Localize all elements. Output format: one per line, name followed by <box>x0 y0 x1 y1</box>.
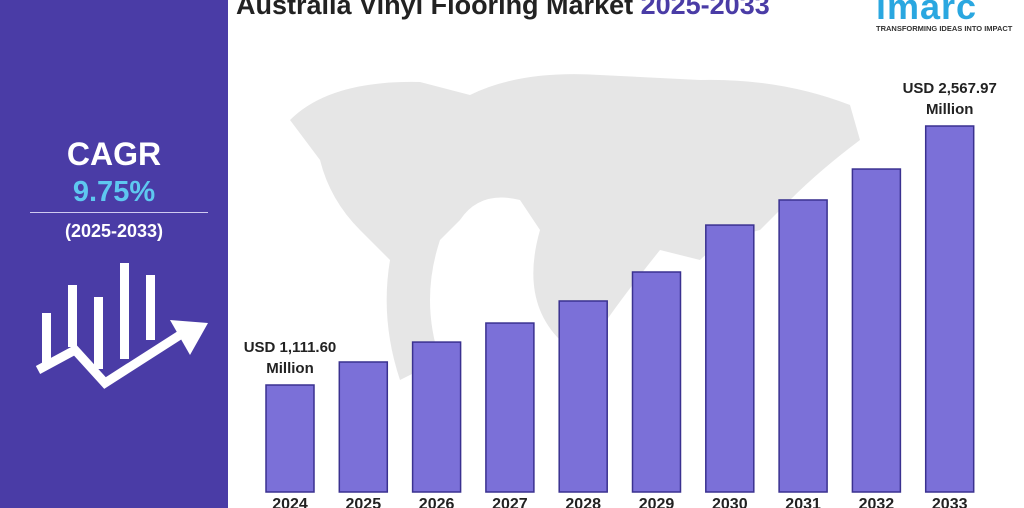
value-label: USD 2,567.97 Million <box>902 80 997 118</box>
logo-tagline: TRANSFORMING IDEAS INTO IMPACT <box>876 24 1013 33</box>
bar <box>778 199 828 493</box>
bar <box>705 224 755 493</box>
bar <box>411 341 462 493</box>
x-tick-label: 2028 <box>565 496 601 508</box>
growth-icon <box>35 263 208 389</box>
bar <box>924 125 975 493</box>
logo: imarc <box>876 0 978 27</box>
x-tick-label: 2024 <box>272 496 308 508</box>
x-tick-label: 2025 <box>346 496 382 508</box>
bar <box>631 271 682 493</box>
x-tick-label: 2027 <box>492 496 528 508</box>
cagr-label: CAGR <box>66 136 162 172</box>
bar <box>851 168 902 493</box>
x-tick-label: 2032 <box>859 496 895 508</box>
bar <box>485 322 535 493</box>
value-label: USD 1,111.60 Million <box>243 339 337 377</box>
bar <box>265 384 315 493</box>
x-tick-label: 2030 <box>712 496 748 508</box>
chart-title: Australia Vinyl Flooring Market 2025-203… <box>236 0 770 21</box>
title-text: Australia Vinyl Flooring Market <box>236 0 634 20</box>
x-tick-label: 2033 <box>932 496 968 508</box>
x-tick-label: 2026 <box>419 496 455 508</box>
title-period: 2025-2033 <box>640 0 770 20</box>
cagr-value: 9.75% <box>72 176 156 208</box>
cagr-panel: CAGR 9.75% (2025-2033) <box>0 0 228 508</box>
cagr-period: (2025-2033) <box>64 221 164 241</box>
x-tick-label: 2029 <box>639 496 675 508</box>
divider <box>30 212 208 213</box>
bar <box>558 300 608 493</box>
bar <box>338 361 389 493</box>
x-tick-label: 2031 <box>785 496 821 508</box>
